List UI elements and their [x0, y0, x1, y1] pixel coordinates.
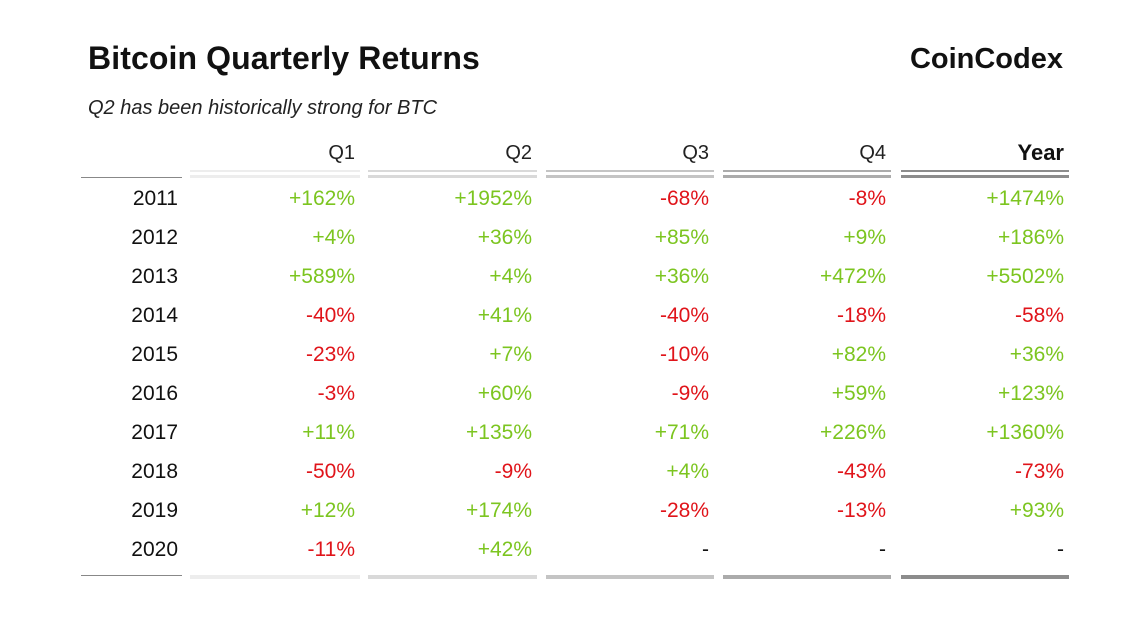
cell-2011-q3: -68%: [659, 187, 709, 210]
cell-2016-q1: -3%: [317, 382, 355, 405]
cell-2013-q2: +4%: [489, 265, 532, 288]
header-rule-q4: [723, 170, 891, 172]
column-header-q2: Q2: [505, 142, 532, 164]
cell-2012-year: +186%: [998, 226, 1064, 249]
cell-2011-year: +1474%: [986, 187, 1064, 210]
cell-2011-q2: +1952%: [454, 187, 532, 210]
header-rule-q1: [190, 170, 360, 172]
cell-2011-q1: +162%: [289, 187, 355, 210]
cell-2019-q2: +174%: [466, 499, 532, 522]
header-rule-year: [901, 170, 1069, 172]
cell-2020-year: -: [1057, 538, 1064, 561]
cell-2013-q4: +472%: [820, 265, 886, 288]
row-year-label: 2014: [131, 304, 178, 327]
cell-2012-q2: +36%: [477, 226, 532, 249]
header-rule-thick-year: [901, 175, 1069, 178]
cell-2019-year: +93%: [1009, 499, 1064, 522]
row-year-label: 2018: [131, 460, 178, 483]
footer-rule-year: [901, 575, 1069, 579]
header-rule-thick-q1: [190, 175, 360, 178]
cell-2020-q1: -11%: [307, 538, 355, 561]
header-rule-q3: [546, 170, 714, 172]
cell-2012-q4: +9%: [843, 226, 886, 249]
row-year-label: 2015: [131, 343, 178, 366]
column-header-q3: Q3: [682, 142, 709, 164]
cell-2015-q4: +82%: [831, 343, 886, 366]
column-header-q4: Q4: [859, 142, 886, 164]
cell-2019-q4: -13%: [836, 499, 886, 522]
cell-2018-q3: +4%: [666, 460, 709, 483]
header-rule-thick-q4: [723, 175, 891, 178]
cell-2016-year: +123%: [998, 382, 1064, 405]
cell-2015-year: +36%: [1009, 343, 1064, 366]
cell-2012-q1: +4%: [312, 226, 355, 249]
row-year-label: 2017: [131, 421, 178, 444]
cell-2017-q2: +135%: [466, 421, 532, 444]
cell-2015-q2: +7%: [489, 343, 532, 366]
cell-2014-q4: -18%: [836, 304, 886, 327]
cell-2013-q3: +36%: [654, 265, 709, 288]
header-rule-thick-q3: [546, 175, 714, 178]
cell-2017-q4: +226%: [820, 421, 886, 444]
cell-2015-q1: -23%: [305, 343, 355, 366]
cell-2020-q4: -: [879, 538, 886, 561]
row-year-label: 2012: [131, 226, 178, 249]
cell-2016-q2: +60%: [477, 382, 532, 405]
cell-2017-q3: +71%: [654, 421, 709, 444]
row-year-label: 2013: [131, 265, 178, 288]
cell-2018-q4: -43%: [836, 460, 886, 483]
header-rule-q2: [368, 170, 537, 172]
cell-2016-q3: -9%: [671, 382, 709, 405]
footer-rule-q4: [723, 575, 891, 579]
column-header-year: Year: [1017, 140, 1065, 165]
header-rule-thick-q2: [368, 175, 537, 178]
column-header-q1: Q1: [328, 142, 355, 164]
footer-rule-q3: [546, 575, 714, 579]
row-year-label: 2011: [132, 187, 178, 210]
cell-2014-q1: -40%: [305, 304, 355, 327]
brand-logo-text: CoinCodex: [909, 43, 1063, 75]
chart-title: Bitcoin Quarterly Returns: [88, 40, 480, 76]
cell-2015-q3: -10%: [659, 343, 709, 366]
cell-2020-q3: -: [702, 538, 709, 561]
row-year-label: 2016: [131, 382, 178, 405]
cell-2018-q1: -50%: [305, 460, 355, 483]
cell-2019-q3: -28%: [659, 499, 709, 522]
cell-2018-year: -73%: [1014, 460, 1064, 483]
row-year-label: 2019: [131, 499, 178, 522]
cell-2018-q2: -9%: [494, 460, 532, 483]
chart-subtitle: Q2 has been historically strong for BTC: [88, 97, 438, 119]
cell-2016-q4: +59%: [831, 382, 886, 405]
row-year-label: 2020: [131, 538, 178, 561]
cell-2020-q2: +42%: [477, 538, 532, 561]
cell-2014-q2: +41%: [477, 304, 532, 327]
cell-2011-q4: -8%: [848, 187, 886, 210]
footer-rule-q2: [368, 575, 537, 579]
year-column-top-rule: [81, 177, 182, 178]
cell-2012-q3: +85%: [654, 226, 709, 249]
year-column-bottom-rule: [81, 575, 182, 576]
cell-2014-year: -58%: [1014, 304, 1064, 327]
cell-2019-q1: +12%: [300, 499, 355, 522]
footer-rule-q1: [190, 575, 360, 579]
cell-2013-q1: +589%: [289, 265, 355, 288]
cell-2017-year: +1360%: [986, 421, 1064, 444]
cell-2013-year: +5502%: [986, 265, 1064, 288]
cell-2017-q1: +11%: [302, 421, 355, 444]
cell-2014-q3: -40%: [659, 304, 709, 327]
